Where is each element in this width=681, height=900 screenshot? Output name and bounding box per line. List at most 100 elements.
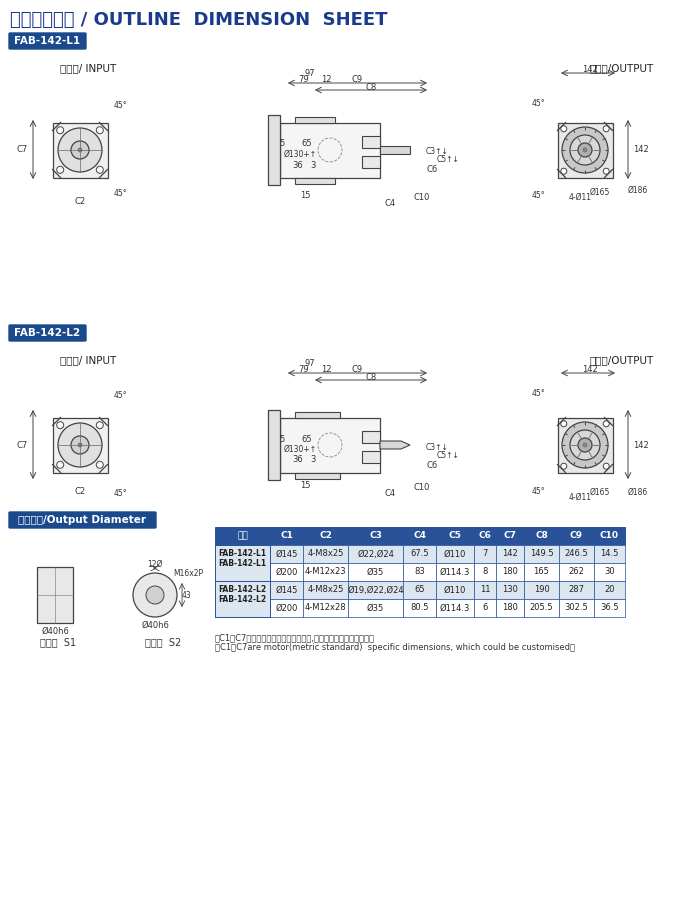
Bar (215, 581, 270, 599)
Bar (362, 451, 380, 463)
Text: 180: 180 (502, 568, 518, 577)
Text: C5: C5 (449, 532, 462, 541)
Circle shape (57, 166, 64, 174)
Text: C9: C9 (351, 365, 362, 374)
Text: Ø110: Ø110 (444, 550, 466, 559)
Text: 65: 65 (302, 140, 313, 148)
Bar (403, 599, 436, 617)
Bar (270, 527, 303, 545)
Bar (496, 563, 524, 581)
Bar (496, 581, 524, 599)
Bar (474, 581, 496, 599)
Circle shape (560, 464, 567, 469)
Text: 45°: 45° (113, 391, 127, 400)
Text: 65: 65 (302, 435, 313, 444)
Text: Ø200: Ø200 (275, 568, 298, 577)
Circle shape (570, 135, 600, 165)
Bar (348, 545, 403, 563)
Circle shape (583, 148, 587, 152)
Text: 36: 36 (293, 160, 303, 169)
Bar (436, 581, 474, 599)
Text: 6: 6 (482, 604, 488, 613)
Text: Ø19,Ø22,Ø24: Ø19,Ø22,Ø24 (347, 586, 404, 595)
Text: 11: 11 (479, 586, 490, 595)
Text: Ø165: Ø165 (590, 187, 610, 196)
Text: 97: 97 (304, 69, 315, 78)
FancyBboxPatch shape (9, 512, 156, 528)
Circle shape (133, 573, 177, 617)
Text: Ø186: Ø186 (628, 488, 648, 497)
Bar (436, 527, 474, 545)
Bar (215, 563, 270, 581)
Text: 4-Ø11: 4-Ø11 (569, 492, 592, 501)
Circle shape (560, 168, 567, 175)
Text: 輸出端/OUTPUT: 輸出端/OUTPUT (590, 355, 654, 365)
Text: C10: C10 (414, 483, 430, 492)
Text: 3: 3 (311, 455, 316, 464)
Circle shape (578, 438, 592, 452)
Circle shape (562, 127, 608, 173)
Text: Ø130+↑: Ø130+↑ (284, 445, 317, 454)
Text: C9: C9 (570, 532, 583, 541)
Text: 79: 79 (299, 365, 309, 374)
FancyBboxPatch shape (9, 33, 86, 49)
Text: 12Ø: 12Ø (147, 560, 163, 569)
Text: 79: 79 (299, 76, 309, 85)
Bar (524, 527, 559, 545)
Text: Ø35: Ø35 (367, 568, 384, 577)
Text: Ø165: Ø165 (590, 488, 610, 497)
Text: C10: C10 (600, 532, 619, 541)
Text: C7: C7 (17, 146, 28, 155)
Circle shape (96, 462, 104, 468)
Text: 5: 5 (279, 435, 285, 444)
Text: 142: 142 (633, 146, 649, 155)
Bar (270, 599, 303, 617)
Text: C8: C8 (535, 532, 548, 541)
Text: 15: 15 (300, 192, 311, 201)
Text: 12: 12 (321, 76, 331, 85)
Bar (474, 527, 496, 545)
Text: 30: 30 (604, 568, 615, 577)
Text: 67.5: 67.5 (410, 550, 429, 559)
Text: 7: 7 (482, 550, 488, 559)
Text: C2: C2 (74, 488, 86, 497)
Text: Ø114.3: Ø114.3 (440, 568, 470, 577)
Text: Ø22,Ø24: Ø22,Ø24 (357, 550, 394, 559)
Bar (524, 563, 559, 581)
Bar (215, 545, 270, 581)
Bar (348, 563, 403, 581)
Bar (295, 116, 335, 122)
Text: 45°: 45° (113, 101, 127, 110)
Text: 45°: 45° (531, 389, 545, 398)
Circle shape (560, 421, 567, 427)
Bar (559, 527, 594, 545)
Text: 輸出端/OUTPUT: 輸出端/OUTPUT (590, 63, 654, 73)
Text: 142: 142 (502, 550, 518, 559)
Text: 36: 36 (293, 455, 303, 464)
Text: ＊C1～C7are motor(metric standard)  specific dimensions, which could be customised: ＊C1～C7are motor(metric standard) specifi… (215, 644, 575, 652)
Polygon shape (380, 441, 410, 449)
Circle shape (578, 143, 592, 157)
Text: 36.5: 36.5 (600, 604, 619, 613)
Bar (594, 563, 625, 581)
Bar (52, 122, 108, 177)
Bar (524, 599, 559, 617)
Text: C3↑↓: C3↑↓ (426, 148, 448, 157)
Text: FAB-142-L1: FAB-142-L1 (14, 36, 80, 46)
Text: 5: 5 (279, 140, 285, 148)
Text: C10: C10 (414, 194, 430, 202)
Bar (558, 418, 612, 472)
Bar (380, 146, 410, 154)
Circle shape (78, 443, 82, 447)
Bar (496, 527, 524, 545)
Circle shape (603, 126, 609, 131)
Text: C9: C9 (351, 76, 362, 85)
Bar (215, 581, 270, 617)
Text: C6: C6 (426, 461, 438, 470)
Text: 142: 142 (582, 66, 598, 75)
Text: M16x2P: M16x2P (173, 569, 203, 578)
FancyBboxPatch shape (9, 325, 86, 341)
Text: C4: C4 (385, 200, 396, 209)
Text: C4: C4 (385, 490, 396, 499)
Bar (436, 545, 474, 563)
